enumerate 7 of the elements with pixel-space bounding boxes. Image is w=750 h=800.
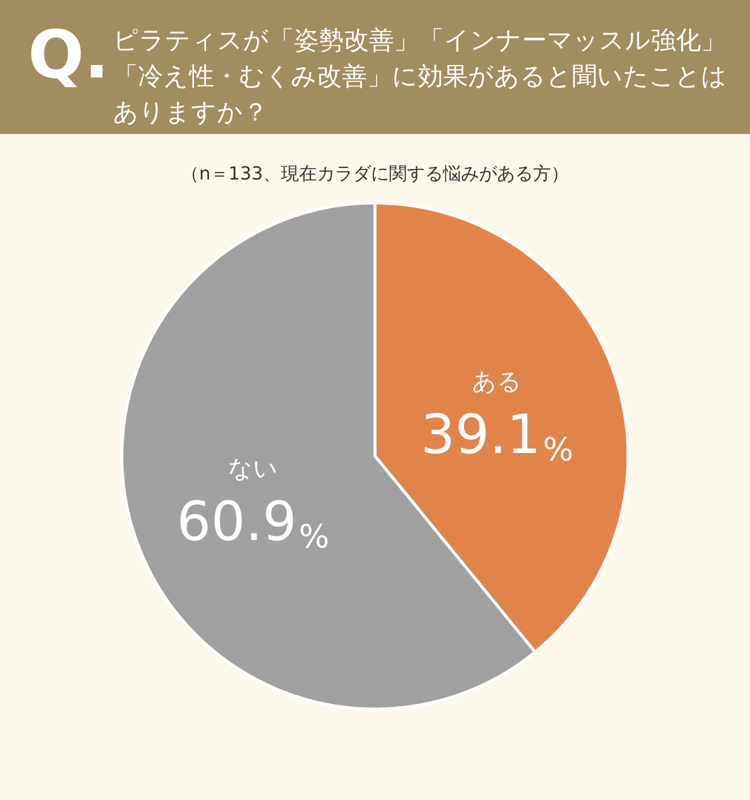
chart-subtitle: （n＝133、現在カラダに関する悩みがある方） xyxy=(181,164,569,184)
data-label: 39.1% xyxy=(420,402,574,468)
chart-title: ピラティスが「姿勢改善」「インナーマッスル強化」「冷え性・むくみ改善」に効果があると聞いたことはありますか？ xyxy=(113,26,727,126)
slice-label: ある xyxy=(472,367,522,396)
data-label: 60.9% xyxy=(176,490,330,556)
slice-label: ない xyxy=(228,454,278,483)
text: Q. xyxy=(28,16,110,94)
